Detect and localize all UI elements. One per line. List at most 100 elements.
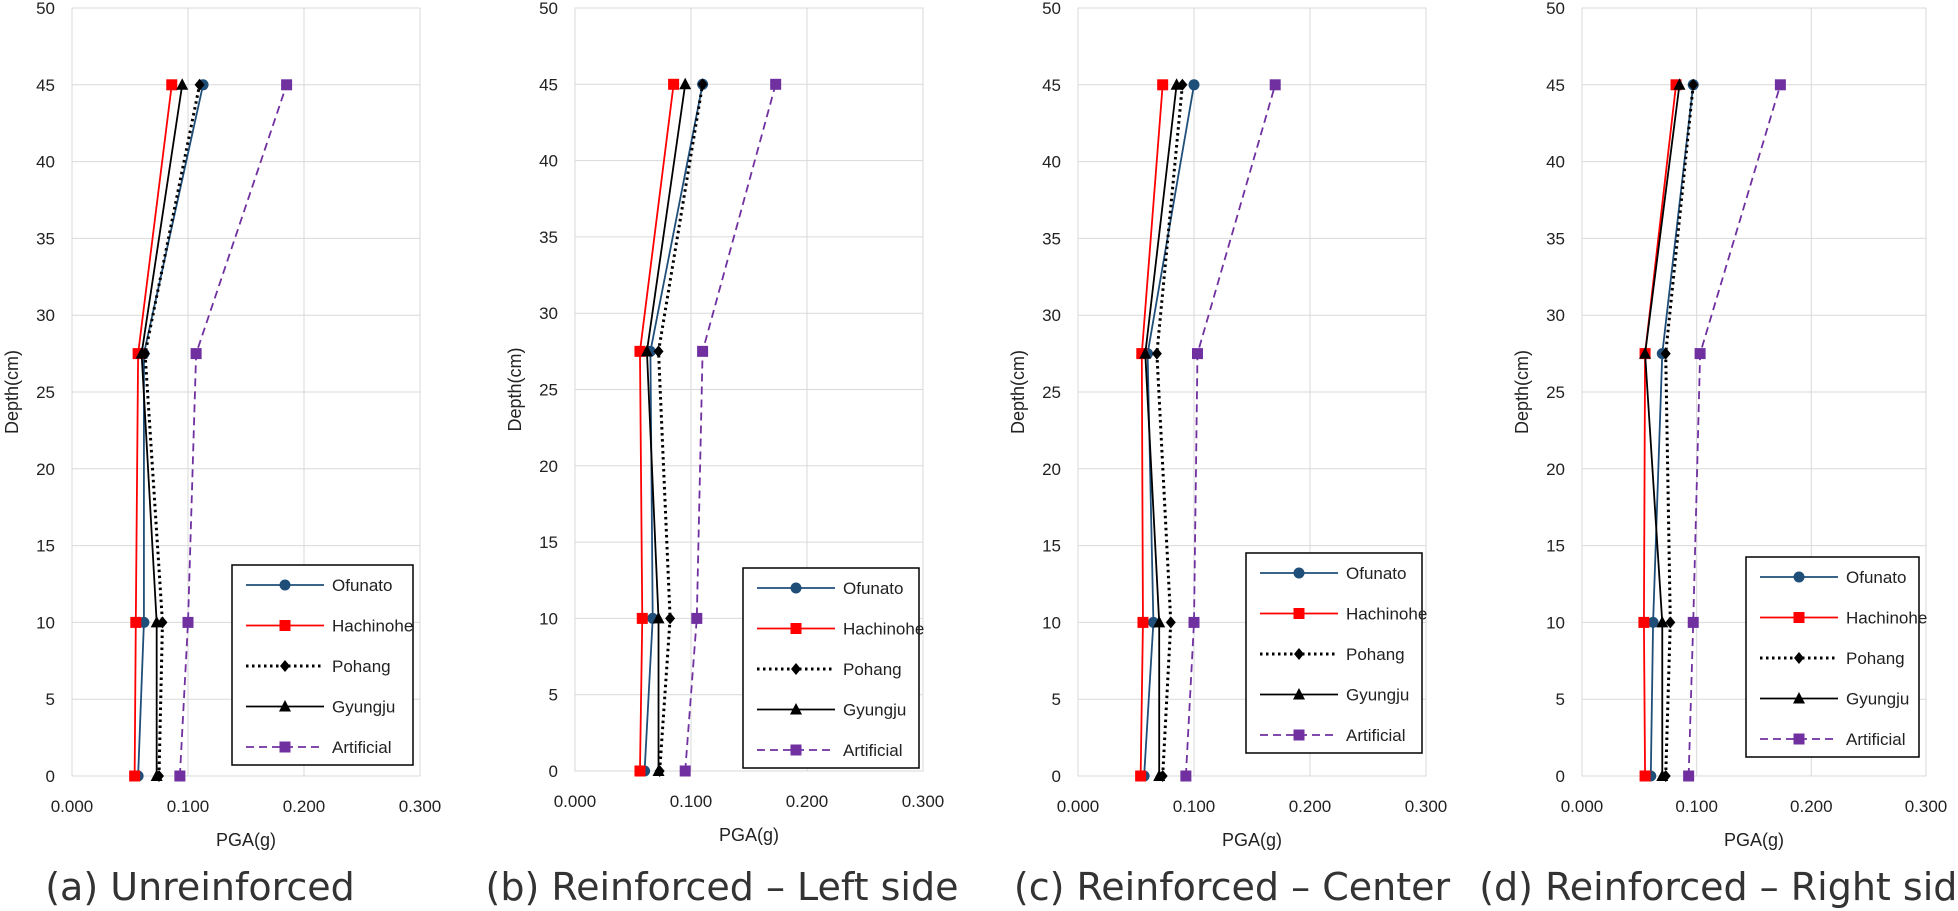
data-point <box>1191 348 1203 360</box>
series-line <box>646 84 687 771</box>
data-point <box>1694 348 1706 360</box>
data-point <box>1188 616 1200 628</box>
data-point <box>1153 615 1166 628</box>
y-tick-label: 10 <box>539 609 558 628</box>
y-tick-label: 40 <box>1042 153 1061 172</box>
y-tick-label: 5 <box>1052 690 1061 709</box>
data-point <box>182 616 194 628</box>
data-point <box>1688 78 1699 91</box>
y-tick-label: 50 <box>1546 0 1565 18</box>
y-tick-label: 0 <box>549 762 558 781</box>
x-tick-label: 0.100 <box>1173 797 1216 816</box>
series-artificial <box>679 78 782 777</box>
x-tick-label: 0.100 <box>1675 797 1718 816</box>
series-line <box>143 84 202 777</box>
y-axis-title: Depth(cm) <box>505 347 525 431</box>
y-tick-label: 25 <box>1042 383 1061 402</box>
legend-label: Pohang <box>843 660 902 679</box>
data-point <box>1157 79 1169 91</box>
panel-caption: (b) Reinforced – Left side <box>486 865 959 909</box>
chart-panel-1: 0 5 10 15 20 25 30 35 40 45 50 0.000 0.100 0.200 0.300… <box>2 0 441 909</box>
legend-label: Pohang <box>1346 645 1405 664</box>
legend-marker <box>1793 733 1805 745</box>
data-point <box>652 611 665 624</box>
legend-marker <box>791 663 801 675</box>
series-ofunato <box>1645 79 1699 782</box>
legend-label: Artificial <box>843 741 903 760</box>
legend-label: Pohang <box>1846 649 1905 668</box>
data-point <box>652 764 665 776</box>
series-line <box>133 84 173 777</box>
data-point <box>1683 770 1695 782</box>
x-axis-title: PGA(g) <box>719 825 779 845</box>
data-point <box>1639 770 1651 782</box>
data-point <box>640 344 653 357</box>
data-point <box>135 347 148 359</box>
data-point <box>679 77 692 90</box>
y-tick-label: 50 <box>36 0 55 18</box>
y-tick-label: 15 <box>36 537 55 556</box>
x-axis-title: PGA(g) <box>1724 830 1784 850</box>
series-pohang <box>653 78 708 777</box>
data-point <box>634 345 646 357</box>
x-tick-label: 0.000 <box>1057 797 1100 816</box>
y-axis-title: Depth(cm) <box>1008 350 1028 434</box>
series-gyungju <box>1139 78 1183 781</box>
series-line <box>1144 84 1178 776</box>
x-tick-label: 0.300 <box>1905 797 1948 816</box>
data-point <box>1135 770 1147 782</box>
panel-caption: (a) Unreinforced <box>45 865 355 909</box>
series-gyungju <box>135 78 189 781</box>
y-tick-label: 10 <box>1042 613 1061 632</box>
data-point <box>1165 616 1176 629</box>
y-tick-label: 50 <box>539 0 558 18</box>
y-axis-title: Depth(cm) <box>1512 350 1532 434</box>
series-line <box>1139 84 1164 777</box>
legend-label: Gyungju <box>1846 690 1909 709</box>
legend: Ofunato Hachinohe Pohang Gyungju Artificial <box>1245 552 1427 754</box>
legend-marker <box>279 741 291 753</box>
legend-label: Artificial <box>1346 726 1406 745</box>
series-line <box>1155 84 1184 777</box>
data-point <box>194 78 205 91</box>
legend-label: Ofunato <box>1846 568 1907 587</box>
y-tick-label: 35 <box>539 228 558 247</box>
legend: Ofunato Hachinohe Pohang Gyungju Artificial <box>231 564 414 766</box>
data-point <box>1647 616 1659 628</box>
y-tick-label: 0 <box>1556 767 1565 786</box>
x-axis-title: PGA(g) <box>1222 830 1282 850</box>
series-pohang <box>140 78 205 782</box>
legend-marker <box>279 700 291 712</box>
legend-label: Gyungju <box>332 698 395 717</box>
data-point <box>1656 769 1669 781</box>
x-tick-label: 0.300 <box>902 792 945 811</box>
x-tick-label: 0.100 <box>670 792 713 811</box>
data-point <box>1687 616 1699 628</box>
data-point <box>1660 347 1671 360</box>
y-tick-label: 5 <box>46 690 55 709</box>
data-point <box>281 79 293 91</box>
y-tick-label: 35 <box>1546 229 1565 248</box>
data-point <box>1170 78 1183 90</box>
series-line <box>1649 84 1695 777</box>
y-tick-label: 20 <box>1042 460 1061 479</box>
data-point <box>1269 79 1281 91</box>
x-tick-label: 0.200 <box>1790 797 1833 816</box>
legend-marker <box>790 623 802 634</box>
series-line <box>643 84 704 772</box>
legend: Ofunato Hachinohe Pohang Gyungju Artificial <box>1745 556 1927 758</box>
y-tick-label: 40 <box>539 152 558 171</box>
y-tick-label: 30 <box>1546 306 1565 325</box>
data-point <box>1136 348 1148 360</box>
legend-marker <box>790 582 802 594</box>
y-tick-label: 20 <box>1546 460 1565 479</box>
data-point <box>129 770 141 782</box>
y-tick-label: 20 <box>36 460 55 479</box>
data-point <box>1137 616 1149 628</box>
x-tick-label: 0.000 <box>51 797 94 816</box>
data-point <box>1151 347 1162 360</box>
series-gyungju <box>640 77 692 776</box>
chart-panel-2: 0 5 10 15 20 25 30 35 40 45 50 0.000 0.100 0.200 0.300… <box>486 0 959 909</box>
x-tick-label: 0.000 <box>554 792 597 811</box>
